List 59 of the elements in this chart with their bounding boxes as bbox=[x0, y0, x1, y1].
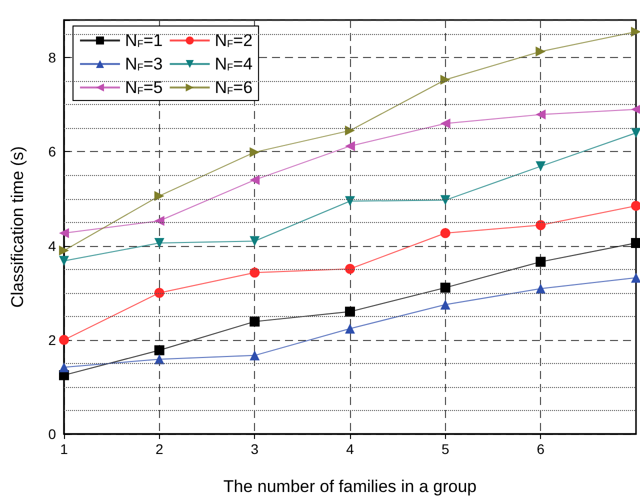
point bbox=[631, 272, 640, 283]
point bbox=[250, 316, 260, 327]
legend-label: NF=1 bbox=[125, 31, 163, 50]
point bbox=[345, 196, 355, 206]
point bbox=[536, 256, 546, 267]
point bbox=[59, 362, 69, 372]
point bbox=[440, 195, 450, 206]
point bbox=[250, 174, 260, 185]
y-tick-label: 2 bbox=[48, 332, 56, 348]
legend-label: NF=3 bbox=[125, 54, 163, 74]
point bbox=[631, 200, 640, 211]
y-tick-label: 8 bbox=[48, 50, 56, 66]
point bbox=[536, 46, 546, 57]
y-tick-label: 4 bbox=[48, 238, 56, 254]
point bbox=[345, 126, 355, 136]
x-axis-title: The number of families in a group bbox=[223, 477, 477, 496]
point bbox=[440, 74, 450, 85]
point bbox=[536, 161, 546, 172]
point bbox=[345, 264, 355, 274]
point bbox=[440, 118, 450, 128]
point bbox=[59, 256, 69, 266]
point bbox=[345, 306, 355, 317]
point bbox=[154, 238, 164, 248]
point bbox=[59, 228, 69, 238]
x-tick-label: 5 bbox=[441, 441, 450, 457]
point bbox=[250, 350, 260, 360]
point bbox=[631, 26, 640, 37]
point bbox=[440, 228, 450, 238]
y-axis-title: Classification time (s) bbox=[8, 146, 27, 308]
point bbox=[536, 110, 546, 120]
point bbox=[631, 238, 640, 248]
legend-label: NF=2 bbox=[214, 31, 253, 50]
point bbox=[250, 236, 260, 246]
legend-label: NF=6 bbox=[214, 78, 253, 97]
x-tick-label: 2 bbox=[155, 441, 164, 457]
point bbox=[154, 190, 164, 201]
y-tick-label: 0 bbox=[48, 426, 56, 442]
point bbox=[536, 220, 546, 230]
point bbox=[345, 141, 355, 152]
legend-label: NF=5 bbox=[125, 78, 163, 97]
point bbox=[154, 345, 164, 356]
x-tick-label: 3 bbox=[250, 441, 259, 457]
point bbox=[154, 288, 164, 298]
point bbox=[59, 246, 69, 256]
point bbox=[631, 104, 640, 114]
point bbox=[250, 147, 260, 158]
x-tick-label: 6 bbox=[536, 441, 545, 457]
point bbox=[440, 300, 450, 310]
y-tick-label: 6 bbox=[48, 144, 56, 160]
point bbox=[345, 324, 355, 334]
point bbox=[154, 216, 164, 226]
x-tick-label: 4 bbox=[346, 441, 354, 457]
point bbox=[59, 334, 69, 345]
point bbox=[250, 268, 260, 278]
legend-label: NF=4 bbox=[214, 54, 253, 74]
point bbox=[631, 128, 640, 138]
x-tick-label: 1 bbox=[60, 441, 68, 457]
point bbox=[536, 284, 546, 294]
point bbox=[440, 282, 450, 293]
